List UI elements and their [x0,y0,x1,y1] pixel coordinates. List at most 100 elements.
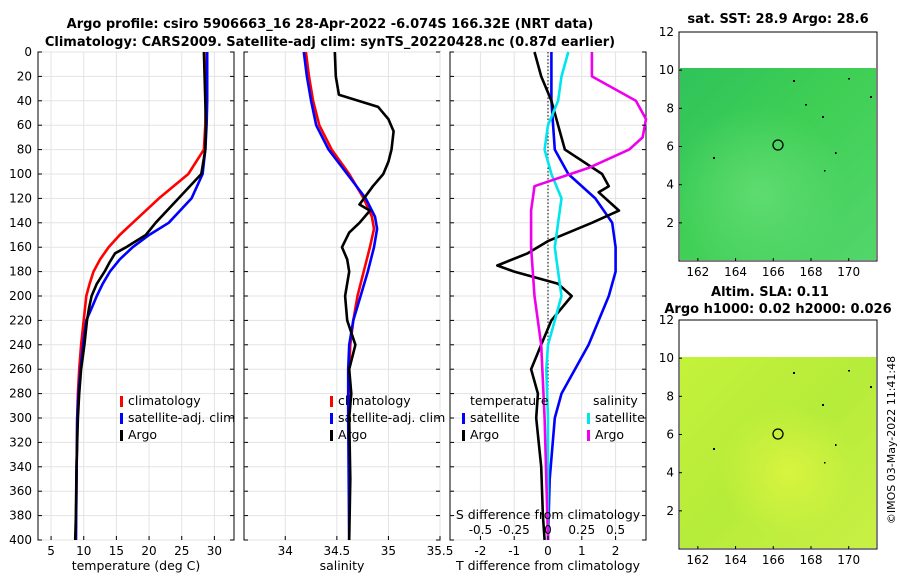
sla-map-ticks: 162 164 166 168 170 2 4 6 8 10 12 [659,313,860,567]
series-salinity-argo [529,52,648,541]
y-tick-label: 340 [9,460,32,474]
legend-label-satellite: satellite-adj. clim [128,410,235,425]
difference-series [495,51,648,541]
map-y-tick-label: 12 [659,313,674,327]
y-tick-label: 260 [9,362,32,376]
series-salinity-satellite [543,51,570,540]
difference-xlabel: T difference from climatology [455,558,641,573]
map-x-tick-label: 164 [724,265,747,279]
x-tick-label: 35.5 [427,544,454,558]
sla-high-region [680,357,876,548]
y-tick-label: 400 [9,533,32,547]
y-tick-label: 160 [9,240,32,254]
legend-label-satellite: satellite-adj. clim [338,410,445,425]
y-tick-label: 300 [9,411,32,425]
x-tick-label: 2 [612,544,620,558]
y-tick-label: 140 [9,216,32,230]
difference-legend: temperature salinity satellite Argo sate… [462,393,645,442]
top-tick-label: 0.5 [606,523,625,537]
island-speck [835,444,837,446]
map-y-tick-label: 12 [659,25,674,39]
legend-swatch-temperature-argo [462,430,465,441]
map-y-tick-label: 10 [659,351,674,365]
x-tick-label: 15 [109,544,124,558]
map-x-tick-label: 168 [800,265,823,279]
sst-map-title: sat. SST: 28.9 Argo: 28.6 [687,12,868,27]
island-speck [713,157,715,159]
legend-swatch-satellite [120,413,123,424]
y-tick-label: 360 [9,484,32,498]
top-tick-label: 0 [544,523,552,537]
salinity-legend: climatology satellite-adj. clim Argo [330,393,445,442]
temperature-gridlines [38,51,234,541]
map-x-tick-label: 166 [762,265,785,279]
legend-label-temperature-argo: Argo [470,427,499,442]
temperature-xlabel: temperature (deg C) [72,558,201,573]
island-speck [870,96,872,98]
legend-swatch-satellite [330,413,333,424]
top-tick-label: 0.25 [568,523,595,537]
y-tick-label: 220 [9,313,32,327]
sst-warm-region [680,68,876,260]
x-tick-label: 35 [381,544,396,558]
sla-map-panel: Altim. SLA: 0.11 Argo h1000: 0.02 h2000:… [659,285,892,567]
map-y-tick-label: 2 [666,216,674,230]
island-speck [824,170,826,172]
y-tick-label: 280 [9,387,32,401]
map-x-tick-label: 162 [686,553,709,567]
top-tick-label: -0.5 [469,523,492,537]
figure-title-line1: Argo profile: csiro 5906663_16 28-Apr-20… [67,17,594,32]
island-speck [822,404,824,406]
island-speck [805,104,807,106]
temperature-legend: climatology satellite-adj. clim Argo [120,393,235,442]
island-speck [793,372,795,374]
y-tick-label: 80 [17,143,32,157]
map-y-tick-label: 4 [666,178,674,192]
legend-swatch-climatology [120,396,123,407]
y-tick-label: 380 [9,509,32,523]
map-y-tick-label: 6 [666,140,674,154]
island-speck [713,448,715,450]
x-tick-label: 10 [76,544,91,558]
salinity-xlabel: salinity [320,558,365,573]
x-tick-label: 5 [47,544,55,558]
legend-label-climatology: climatology [338,393,411,408]
salinity-panel: 34 34.5 35 35.5 salinity climatology satell… [243,51,454,573]
salinity-gridlines [244,51,441,541]
sla-map-title-line2: Argo h1000: 0.02 h2000: 0.026 [664,302,891,317]
x-tick-label: 30 [207,544,222,558]
x-tick-label: -2 [474,544,486,558]
y-tick-label: 120 [9,191,32,205]
legend-label-argo: Argo [128,427,157,442]
legend-swatch-salinity-argo [587,430,590,441]
series-temperature-satellite [546,52,617,541]
island-speck [848,78,850,80]
series-argo [333,51,395,541]
island-speck [822,116,824,118]
island-speck [824,462,826,464]
legend-label-temperature-satellite: satellite [470,410,520,425]
map-x-tick-label: 166 [762,553,785,567]
y-tick-label: 320 [9,435,32,449]
y-tick-label: 40 [17,94,32,108]
temperature-series [73,51,209,541]
legend-swatch-argo [120,430,123,441]
figure-title-line2: Climatology: CARS2009. Satellite-adj cli… [45,35,615,50]
legend-header-temperature: temperature [470,393,549,408]
map-x-tick-label: 170 [837,553,860,567]
sla-profile-marker [772,428,784,440]
legend-swatch-argo [330,430,333,441]
legend-label-climatology: climatology [128,393,201,408]
salinity-ticks: 34 34.5 35 35.5 [244,51,454,558]
map-y-tick-label: 8 [666,389,674,403]
legend-swatch-climatology [330,396,333,407]
x-tick-label: -1 [508,544,520,558]
temperature-panel: 0 20 40 60 80 100 120 140 160 180 200 220 240 260 280 3… [9,45,235,573]
island-speck [793,80,795,82]
x-tick-label: 34 [278,544,293,558]
series-argo [73,51,208,541]
island-speck [848,370,850,372]
x-tick-label: 1 [578,544,586,558]
legend-label-salinity-argo: Argo [595,427,624,442]
